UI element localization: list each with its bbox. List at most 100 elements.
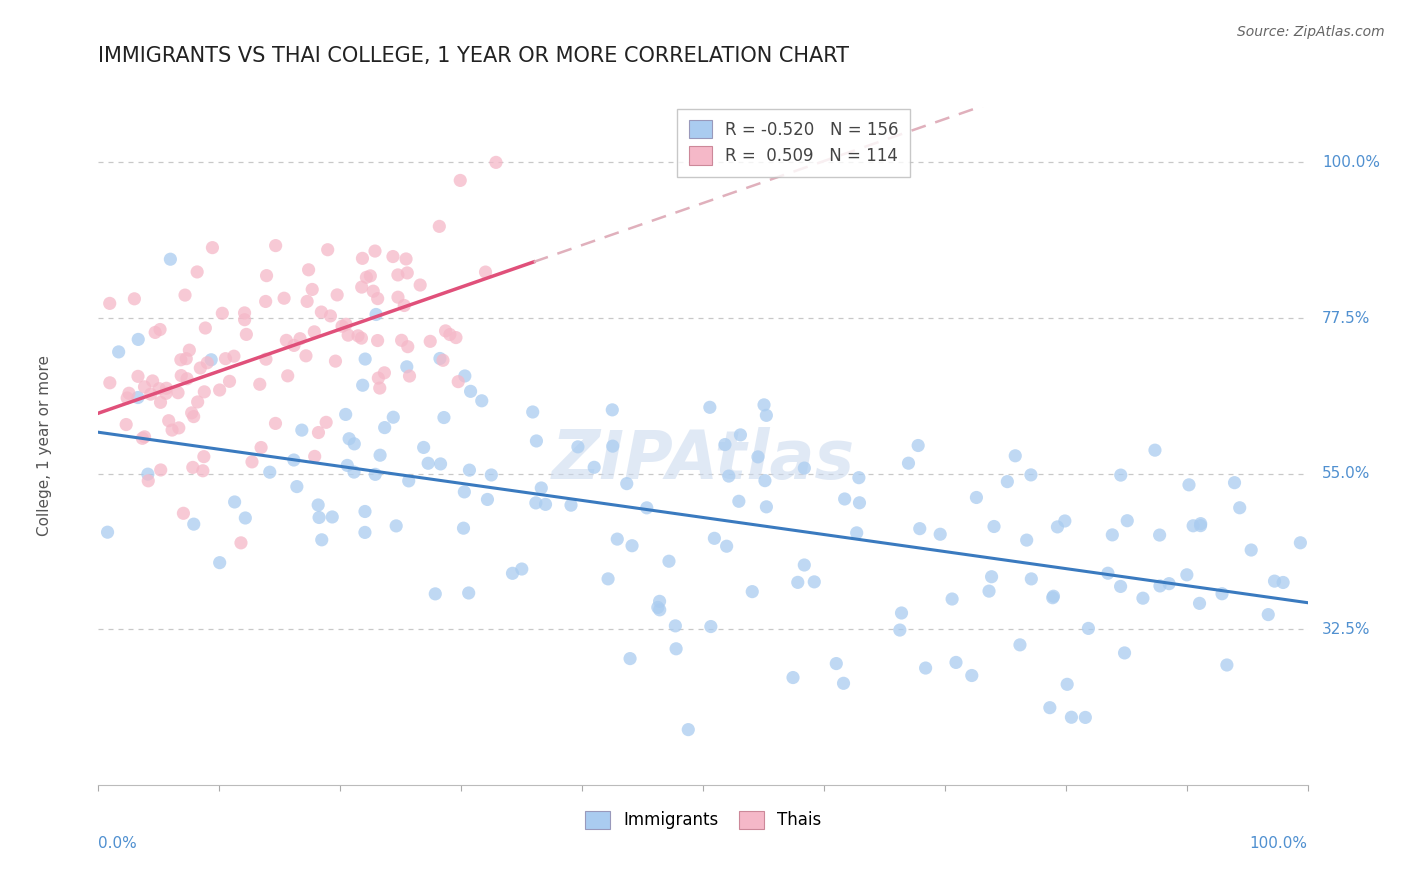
Point <box>304 450 326 464</box>
Point <box>115 417 138 432</box>
Point <box>664 619 686 633</box>
Point <box>427 219 450 234</box>
Point <box>477 492 499 507</box>
Point <box>176 372 198 386</box>
Point <box>395 252 418 266</box>
Point <box>368 448 391 462</box>
Point <box>755 409 778 423</box>
Point <box>1263 574 1285 588</box>
Point <box>249 377 271 392</box>
Point <box>648 603 671 617</box>
Point <box>291 423 314 437</box>
Point <box>229 536 252 550</box>
Point <box>214 351 236 366</box>
Point <box>658 554 681 568</box>
Point <box>127 369 149 384</box>
Point <box>567 440 589 454</box>
Point <box>782 671 804 685</box>
Point <box>583 460 606 475</box>
Text: 100.0%: 100.0% <box>1250 836 1308 851</box>
Point <box>235 327 257 342</box>
Point <box>187 395 209 409</box>
Point <box>330 319 353 334</box>
Point <box>352 378 374 392</box>
Point <box>1074 710 1097 724</box>
Point <box>596 572 619 586</box>
Point <box>172 506 194 520</box>
Point <box>848 496 870 510</box>
Point <box>526 434 548 448</box>
Point <box>240 455 263 469</box>
Point <box>273 291 295 305</box>
Point <box>889 623 911 637</box>
Point <box>350 280 373 294</box>
Point <box>191 464 214 478</box>
Point <box>453 521 475 535</box>
Point <box>786 575 808 590</box>
Point <box>208 556 231 570</box>
Point <box>534 497 557 511</box>
Point <box>914 661 936 675</box>
Point <box>1116 514 1139 528</box>
Point <box>433 410 456 425</box>
Point <box>297 262 319 277</box>
Point <box>714 437 737 451</box>
Text: ZIPAtlas: ZIPAtlas <box>551 426 855 492</box>
Point <box>283 453 305 467</box>
Text: 77.5%: 77.5% <box>1322 310 1371 326</box>
Point <box>264 417 287 431</box>
Point <box>1229 500 1251 515</box>
Point <box>124 292 146 306</box>
Point <box>195 356 218 370</box>
Point <box>717 469 740 483</box>
Point <box>977 584 1000 599</box>
Point <box>1188 596 1211 610</box>
Point <box>222 349 245 363</box>
Point <box>716 539 738 553</box>
Point <box>136 467 159 482</box>
Point <box>434 324 457 338</box>
Point <box>409 278 432 293</box>
Point <box>218 375 240 389</box>
Point <box>157 414 180 428</box>
Point <box>418 456 440 470</box>
Point <box>425 587 447 601</box>
Point <box>825 657 848 671</box>
Point <box>193 384 215 399</box>
Point <box>155 381 177 395</box>
Point <box>636 500 658 515</box>
Point <box>1289 535 1312 549</box>
Point <box>747 450 769 464</box>
Point <box>1097 566 1119 581</box>
Point <box>183 409 205 424</box>
Point <box>396 340 419 354</box>
Point <box>619 651 641 665</box>
Point <box>142 374 165 388</box>
Point <box>174 288 197 302</box>
Point <box>256 268 278 283</box>
Point <box>457 586 479 600</box>
Text: 100.0%: 100.0% <box>1322 155 1381 169</box>
Point <box>439 327 461 342</box>
Point <box>139 387 162 401</box>
Point <box>1216 658 1239 673</box>
Point <box>429 457 451 471</box>
Point <box>530 481 553 495</box>
Point <box>107 345 129 359</box>
Point <box>254 294 277 309</box>
Point <box>127 391 149 405</box>
Point <box>845 525 868 540</box>
Point <box>1109 468 1132 483</box>
Text: 55.0%: 55.0% <box>1322 467 1371 481</box>
Point <box>336 458 359 473</box>
Point <box>325 354 347 368</box>
Point <box>374 420 396 434</box>
Point <box>995 475 1018 489</box>
Point <box>354 504 377 518</box>
Point <box>186 265 208 279</box>
Point <box>277 368 299 383</box>
Point <box>364 467 387 482</box>
Point <box>373 366 395 380</box>
Point <box>350 331 373 345</box>
Point <box>1178 478 1201 492</box>
